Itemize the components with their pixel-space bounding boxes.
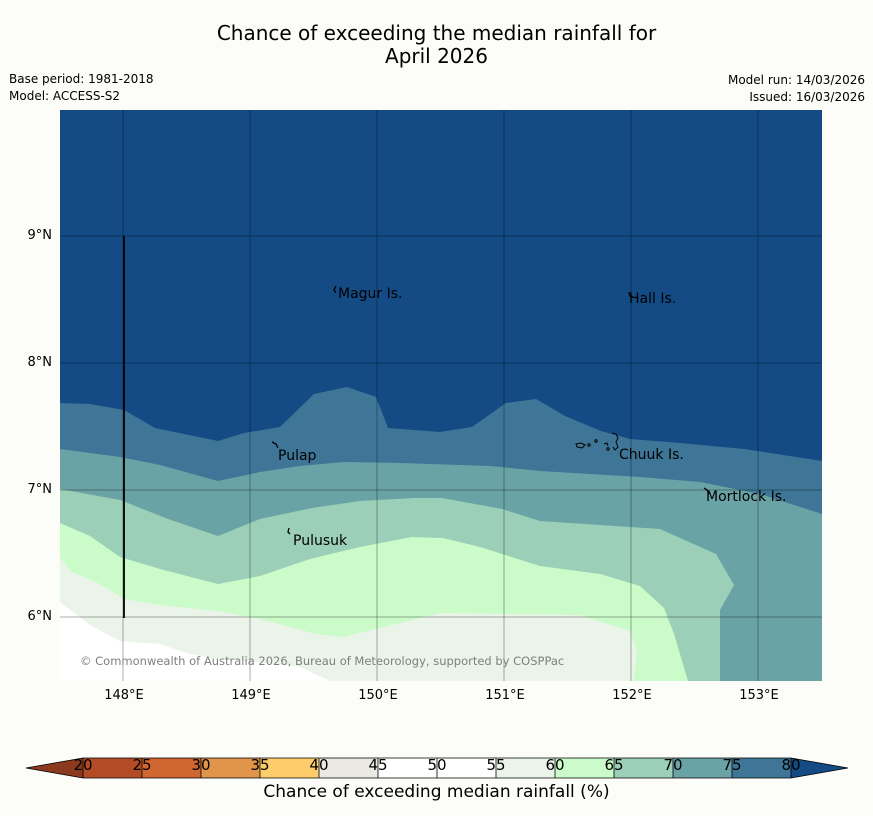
band-55-60 — [60, 557, 637, 681]
colorbar-tick-20: 20 — [73, 756, 93, 774]
colorbar-swatch-30-35 — [201, 758, 260, 778]
colorbar-swatch-20-25 — [83, 758, 142, 778]
label-pulusuk: Pulusuk — [293, 533, 348, 549]
colorbar-swatch-35-40 — [260, 758, 319, 778]
lon-label-151e: 151°E — [485, 688, 525, 703]
colorbar-tick-50: 50 — [427, 756, 447, 774]
lon-label-148e: 148°E — [104, 688, 144, 703]
colorbar-arrow-low — [26, 758, 83, 778]
label-mortlock-island: Mortlock Is. — [706, 489, 786, 505]
colorbar-tick-70: 70 — [663, 756, 683, 774]
colorbar-tick-55: 55 — [486, 756, 506, 774]
colorbar-tick-30: 30 — [191, 756, 211, 774]
colorbar-tick-40: 40 — [309, 756, 329, 774]
band-50-55 — [60, 602, 330, 681]
label-magur-island: Magur Is. — [338, 286, 403, 302]
map-svg: Magur Is. Hall Is. Pulap Chuuk Is. Mortl… — [60, 110, 822, 681]
lon-label-153e: 153°E — [739, 688, 779, 703]
colorbar-swatch-45-50 — [378, 758, 437, 778]
colorbar-outline — [25, 757, 849, 779]
map-title: Chance of exceeding the median rainfall … — [0, 22, 873, 68]
colorbar-tick-75: 75 — [722, 756, 742, 774]
graticule — [60, 110, 822, 681]
lat-label-8n: 8°N — [27, 355, 53, 370]
colorbar-swatch-55-60 — [496, 758, 555, 778]
colorbar-arrow-high — [791, 758, 848, 778]
colorbar-swatch-60-65 — [555, 758, 614, 778]
title-line-1: Chance of exceeding the median rainfall … — [216, 21, 657, 45]
colorbar-swatch-70-75 — [673, 758, 732, 778]
colorbar-tick-45: 45 — [368, 756, 388, 774]
colorbar-swatch-25-30 — [142, 758, 201, 778]
colorbar-tick-60: 60 — [545, 756, 565, 774]
colorbar-tick-65: 65 — [604, 756, 624, 774]
colorbar-tick-35: 35 — [250, 756, 270, 774]
lon-label-150e: 150°E — [358, 688, 398, 703]
chuuk-islands-icon — [575, 432, 619, 451]
label-pulap: Pulap — [278, 448, 317, 464]
lon-label-152e: 152°E — [612, 688, 652, 703]
colorbar-swatch-65-70 — [614, 758, 673, 778]
meta-left: Base period: 1981-2018 Model: ACCESS-S2 — [9, 71, 154, 105]
colorbar-tick-25: 25 — [132, 756, 152, 774]
colorbar-tick-80: 80 — [781, 756, 801, 774]
colorbar-swatch-40-45 — [319, 758, 378, 778]
colorbar-title: Chance of exceeding median rainfall (%) — [263, 782, 610, 802]
model-run: Model run: 14/03/2026 — [727, 73, 865, 87]
meta-right: Model run: 14/03/2026 Issued: 16/03/2026 — [728, 72, 865, 106]
island-outlines — [271, 285, 710, 535]
lat-label-7n: 7°N — [27, 482, 53, 497]
model-name: Model: ACCESS-S2 — [9, 89, 121, 103]
colorbar-swatch-75-80 — [732, 758, 791, 778]
label-hall-island: Hall Is. — [629, 291, 676, 307]
lat-label-6n: 6°N — [27, 609, 53, 624]
copyright-notice: © Commonwealth of Australia 2026, Bureau… — [80, 654, 564, 668]
issued-date: Issued: 16/03/2026 — [749, 90, 865, 104]
lat-label-9n: 9°N — [27, 228, 53, 243]
colorbar-swatch-50-55 — [437, 758, 496, 778]
lon-label-149e: 149°E — [231, 688, 271, 703]
title-line-2: April 2026 — [385, 44, 488, 68]
colorbar — [25, 757, 849, 779]
base-period: Base period: 1981-2018 — [9, 72, 154, 86]
map-panel[interactable]: Magur Is. Hall Is. Pulap Chuuk Is. Mortl… — [60, 110, 822, 681]
label-chuuk-island: Chuuk Is. — [619, 447, 684, 463]
